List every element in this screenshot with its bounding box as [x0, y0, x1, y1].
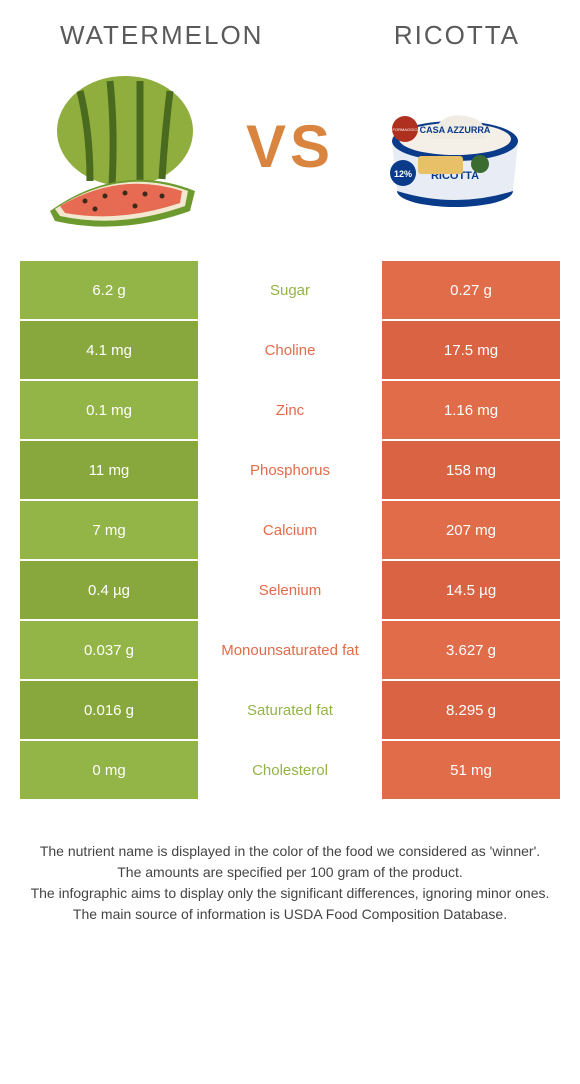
value-a: 4.1 mg — [20, 321, 198, 379]
nutrient-name: Saturated fat — [198, 681, 382, 739]
nutrient-name: Sugar — [198, 261, 382, 319]
value-a: 0.016 g — [20, 681, 198, 739]
header-row: WATERMELON RICOTTA — [20, 20, 560, 61]
nutrient-name: Zinc — [198, 381, 382, 439]
package-brand: CASA AZZURRA — [420, 125, 491, 135]
value-a: 0 mg — [20, 741, 198, 799]
table-row: 4.1 mgCholine17.5 mg — [20, 321, 560, 379]
nutrient-name: Calcium — [198, 501, 382, 559]
watermelon-icon — [40, 61, 210, 231]
nutrient-name: Phosphorus — [198, 441, 382, 499]
food-a-title: WATERMELON — [60, 20, 263, 51]
ricotta-icon: CASA AZZURRA RICOTTA 12% FORMAGGIO — [370, 61, 540, 231]
nutrient-name: Selenium — [198, 561, 382, 619]
table-row: 0.4 µgSelenium14.5 µg — [20, 561, 560, 619]
nutrient-table: 6.2 gSugar0.27 g4.1 mgCholine17.5 mg0.1 … — [20, 261, 560, 799]
value-b: 14.5 µg — [382, 561, 560, 619]
images-row: VS CASA AZZURRA RICOTTA 12% FORMAGGIO — [20, 61, 560, 261]
footer-line: The main source of information is USDA F… — [30, 904, 550, 925]
value-b: 158 mg — [382, 441, 560, 499]
package-badge: 12% — [394, 169, 412, 179]
table-row: 0 mgCholesterol51 mg — [20, 741, 560, 799]
value-a: 7 mg — [20, 501, 198, 559]
package-seal: FORMAGGIO — [393, 127, 418, 132]
table-row: 0.037 gMonounsaturated fat3.627 g — [20, 621, 560, 679]
food-b-title: RICOTTA — [394, 20, 520, 51]
value-b: 0.27 g — [382, 261, 560, 319]
value-b: 207 mg — [382, 501, 560, 559]
table-row: 0.016 gSaturated fat8.295 g — [20, 681, 560, 739]
table-row: 6.2 gSugar0.27 g — [20, 261, 560, 319]
footer-notes: The nutrient name is displayed in the co… — [20, 801, 560, 925]
nutrient-name: Monounsaturated fat — [198, 621, 382, 679]
value-b: 3.627 g — [382, 621, 560, 679]
table-row: 7 mgCalcium207 mg — [20, 501, 560, 559]
value-a: 0.4 µg — [20, 561, 198, 619]
value-a: 11 mg — [20, 441, 198, 499]
table-row: 0.1 mgZinc1.16 mg — [20, 381, 560, 439]
value-b: 51 mg — [382, 741, 560, 799]
value-a: 0.037 g — [20, 621, 198, 679]
nutrient-name: Cholesterol — [198, 741, 382, 799]
footer-line: The nutrient name is displayed in the co… — [30, 841, 550, 862]
value-b: 17.5 mg — [382, 321, 560, 379]
vs-label: VS — [246, 112, 334, 181]
value-a: 0.1 mg — [20, 381, 198, 439]
table-row: 11 mgPhosphorus158 mg — [20, 441, 560, 499]
value-b: 1.16 mg — [382, 381, 560, 439]
footer-line: The amounts are specified per 100 gram o… — [30, 862, 550, 883]
value-a: 6.2 g — [20, 261, 198, 319]
value-b: 8.295 g — [382, 681, 560, 739]
footer-line: The infographic aims to display only the… — [30, 883, 550, 904]
nutrient-name: Choline — [198, 321, 382, 379]
